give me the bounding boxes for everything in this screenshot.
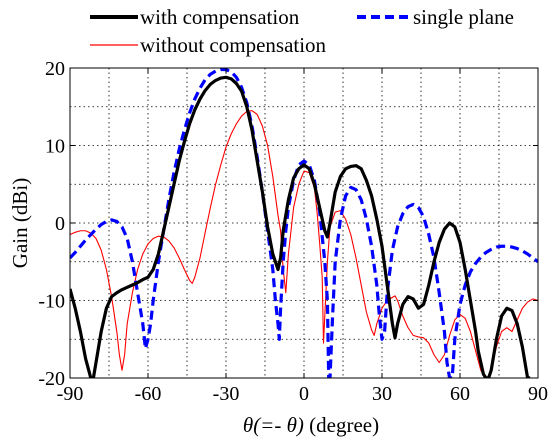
legend-label-with-compensation: with compensation [140,5,300,29]
x-axis-label: θ(=- θ) (degree) [243,413,379,437]
series-line-single-plane [70,68,538,378]
y-tick-label: 0 [55,213,65,235]
y-axis-label: Gain (dBi) [8,178,32,268]
x-tick-labels: -90 -60 -30 0 30 60 90 [57,383,548,405]
grid-lines [70,68,538,378]
series-layer [70,68,538,378]
y-tick-label: 10 [45,136,65,158]
y-tick-label: 20 [45,58,65,80]
x-tick-label: 60 [450,383,470,405]
x-tick-label: 0 [299,383,309,405]
x-tick-label: -60 [135,383,162,405]
y-tick-label: -20 [38,368,65,390]
x-tick-label: 30 [372,383,392,405]
y-tick-labels: -20 -10 0 10 20 [38,58,65,390]
x-tick-label: -30 [213,383,240,405]
legend-label-without-compensation: without compensation [140,33,327,57]
legend: with compensation single plane without c… [90,5,514,57]
series-line-with-compensation [70,75,531,378]
x-tick-label: 90 [528,383,548,405]
tick-marks [69,67,539,379]
series-line-without-compensation [70,110,538,378]
x-tick-label: -90 [57,383,84,405]
y-tick-label: -10 [38,291,65,313]
legend-label-single-plane: single plane [413,5,514,29]
